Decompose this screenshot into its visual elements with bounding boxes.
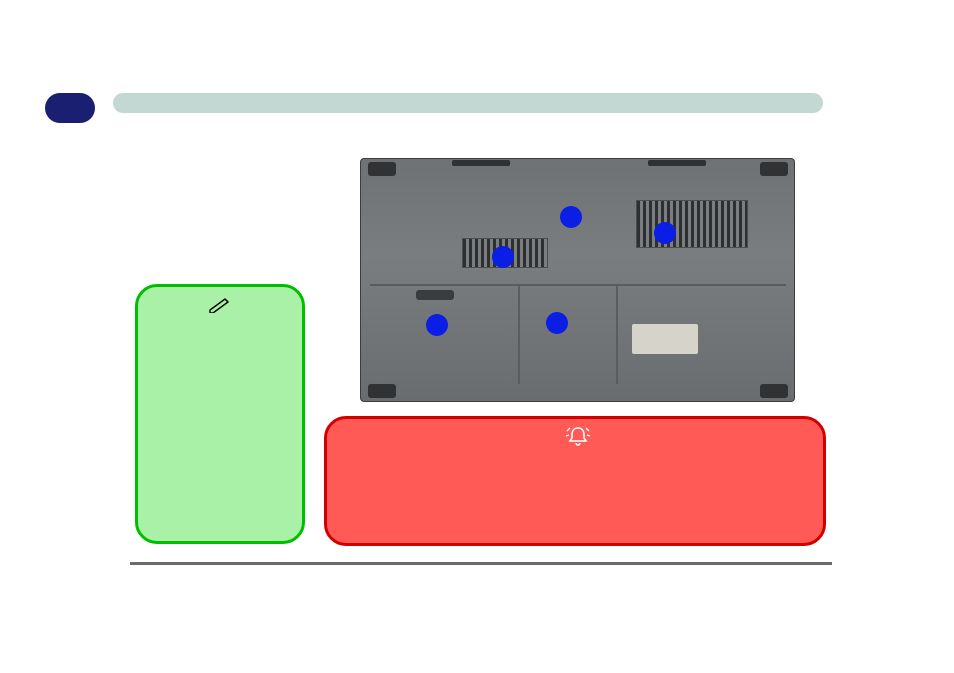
- laptop-bottom-view: [360, 158, 795, 402]
- header-teal-pill: [113, 93, 823, 113]
- callout-dot: [426, 314, 448, 336]
- laptop-hinge-slot: [452, 160, 510, 166]
- header-navy-pill: [45, 93, 95, 123]
- note-box: [135, 284, 305, 544]
- footer-rule: [130, 562, 832, 565]
- callout-dot: [560, 206, 582, 228]
- laptop-panel-line: [616, 284, 618, 384]
- laptop-panel-line: [370, 284, 786, 286]
- laptop-slider: [416, 290, 454, 300]
- laptop-foot: [760, 384, 788, 398]
- warning-box: [324, 416, 826, 546]
- page-root: [0, 0, 954, 673]
- laptop-vent: [636, 200, 748, 248]
- alert-bell-icon: [565, 425, 591, 447]
- laptop-foot: [760, 162, 788, 176]
- laptop-panel-line: [518, 284, 520, 384]
- laptop-foot: [368, 384, 396, 398]
- callout-dot: [546, 312, 568, 334]
- callout-dot: [492, 246, 514, 268]
- laptop-hinge-slot: [648, 160, 706, 166]
- callout-dot: [654, 222, 676, 244]
- laptop-foot: [368, 162, 396, 176]
- laptop-label-sticker: [632, 324, 698, 354]
- pencil-icon: [208, 297, 232, 313]
